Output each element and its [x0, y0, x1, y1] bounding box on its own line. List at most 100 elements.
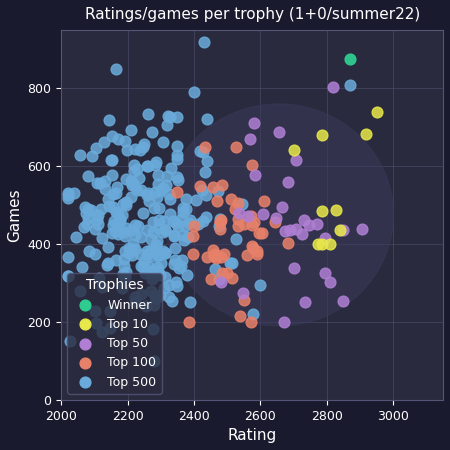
Top 100 [217, 216, 225, 224]
Top 500 [215, 275, 222, 282]
Y-axis label: Games: Games [7, 188, 22, 242]
Top 500 [155, 224, 162, 231]
Top 500 [162, 227, 169, 234]
Top 500 [149, 326, 156, 333]
Top 500 [76, 288, 84, 295]
Top 500 [91, 308, 99, 315]
Top 500 [155, 266, 162, 274]
Top 500 [166, 293, 173, 300]
Top 500 [110, 190, 117, 197]
Top 500 [85, 172, 92, 180]
Top 100 [258, 229, 265, 236]
Top 500 [122, 224, 129, 231]
Top 500 [166, 210, 174, 217]
Top 500 [180, 231, 187, 239]
Top 500 [124, 146, 131, 153]
Top 500 [88, 207, 95, 214]
Top 100 [235, 200, 242, 207]
Top 500 [186, 216, 194, 223]
Top 500 [187, 299, 194, 306]
Top 500 [141, 257, 148, 265]
Top 100 [210, 247, 217, 254]
Top 500 [80, 224, 87, 231]
Top 500 [120, 255, 127, 262]
Top 100 [207, 276, 215, 283]
Top 500 [141, 270, 149, 277]
Top 500 [121, 262, 128, 269]
Top 50 [279, 203, 286, 211]
Top 500 [178, 215, 185, 222]
Top 100 [272, 218, 279, 225]
Top 500 [94, 220, 101, 228]
Top 500 [177, 263, 184, 270]
Top 100 [211, 252, 218, 260]
Top 50 [358, 226, 365, 233]
Top 500 [131, 246, 139, 253]
Top 500 [211, 266, 218, 273]
Top 500 [239, 201, 246, 208]
Top 500 [132, 145, 139, 152]
Top 500 [202, 213, 210, 220]
Top 500 [152, 189, 159, 196]
Top 500 [173, 173, 180, 180]
Top 500 [175, 265, 182, 272]
Top 100 [241, 220, 248, 228]
Top 500 [144, 263, 152, 270]
Top 500 [153, 158, 160, 166]
Top 500 [144, 252, 151, 259]
Top 500 [105, 117, 112, 124]
Top 500 [143, 247, 150, 254]
Top 500 [115, 231, 122, 238]
Top 500 [169, 217, 176, 225]
Top 500 [64, 189, 72, 197]
Top 500 [165, 190, 172, 198]
Top 500 [249, 310, 256, 317]
Top 500 [136, 251, 143, 258]
Top 100 [240, 296, 248, 303]
Top 50 [339, 227, 346, 234]
Top 100 [251, 218, 258, 225]
Top 50 [322, 235, 329, 242]
Top 100 [248, 161, 255, 168]
Top 500 [148, 128, 155, 135]
Top 500 [156, 252, 163, 259]
Top 500 [112, 209, 120, 216]
Top 500 [98, 235, 105, 242]
Top 500 [150, 357, 158, 364]
Top 100 [190, 223, 198, 230]
Top 500 [122, 248, 129, 255]
Top 100 [256, 230, 263, 237]
Top 100 [254, 250, 261, 257]
Top 500 [167, 195, 174, 202]
Top 500 [64, 272, 72, 279]
Top 500 [175, 223, 182, 230]
Top 500 [154, 252, 162, 259]
Point [200, 38, 207, 45]
Top 500 [140, 144, 147, 151]
Top 500 [88, 153, 95, 160]
Top 500 [64, 273, 72, 280]
Top 500 [129, 181, 136, 188]
Top 500 [100, 139, 108, 146]
Top 500 [179, 209, 186, 216]
Top 500 [127, 247, 135, 254]
Top 50 [339, 297, 346, 304]
Top 500 [133, 166, 140, 173]
Top 500 [199, 217, 207, 225]
Top 500 [153, 294, 160, 302]
Top 500 [161, 226, 168, 234]
Top 500 [143, 226, 150, 234]
Top 500 [122, 268, 129, 275]
Top 500 [108, 172, 116, 179]
Top 500 [166, 114, 174, 121]
Top 500 [175, 176, 182, 184]
Top 500 [173, 155, 180, 162]
Top 500 [108, 229, 116, 236]
Top 100 [197, 183, 204, 190]
Top 500 [112, 256, 119, 263]
Top 500 [171, 260, 178, 267]
Top 100 [253, 248, 261, 255]
Top 500 [174, 152, 181, 159]
Top 500 [144, 250, 151, 257]
Top 500 [203, 157, 211, 164]
